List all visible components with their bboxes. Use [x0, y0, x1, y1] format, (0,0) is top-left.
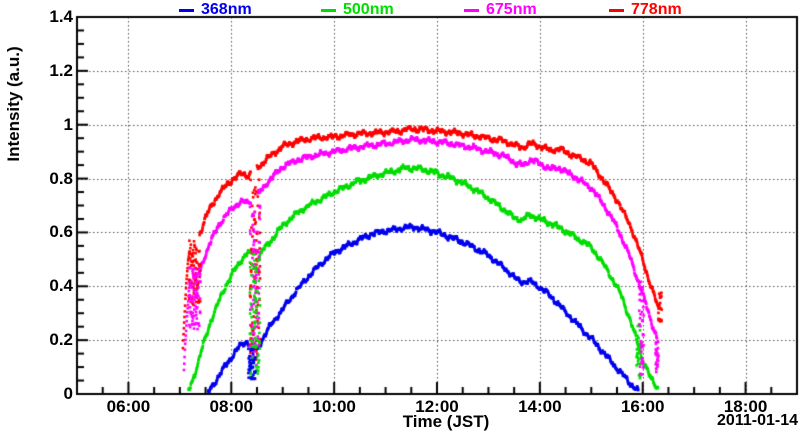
x-tick-label: 18:00 [723, 397, 768, 416]
date-label: 2011-01-14 [717, 412, 798, 429]
x-tick-label: 08:00 [209, 397, 254, 416]
legend-item-500nm: 500nm [321, 1, 394, 19]
legend-label: 500nm [343, 1, 394, 18]
legend-label: 675nm [486, 1, 537, 18]
legend-marker-icon [321, 8, 336, 12]
y-tick-label: 0.2 [49, 330, 73, 350]
y-tick-label: 0.4 [49, 276, 73, 296]
y-tick-label: 1.4 [49, 7, 73, 26]
y-axis-title: Intensity (a.u.) [4, 46, 23, 162]
legend-marker-icon [609, 8, 624, 12]
y-tick-label: 1.2 [49, 60, 73, 80]
y-tick-label: 0.6 [49, 222, 73, 242]
legend-item-778nm: 778nm [609, 1, 682, 19]
x-tick-label: 12:00 [415, 397, 459, 416]
x-tick-label: 16:00 [620, 397, 665, 416]
legend: 368nm 500nm 675nm 778nm [0, 0, 800, 18]
x-tick-label: 14:00 [518, 397, 562, 416]
x-tick-label: 10:00 [312, 397, 356, 416]
legend-label: 778nm [631, 1, 682, 18]
y-tick-label: 1 [63, 114, 73, 134]
legend-item-675nm: 675nm [464, 1, 537, 19]
y-tick-label: 0.8 [49, 168, 73, 188]
legend-item-368nm: 368nm [179, 1, 252, 19]
y-tick-label: 0 [63, 384, 73, 403]
legend-marker-icon [464, 8, 479, 12]
legend-marker-icon [179, 8, 194, 12]
x-axis-title: Time (JST) [402, 412, 490, 431]
legend-label: 368nm [201, 1, 252, 18]
x-tick-label: 06:00 [106, 397, 151, 416]
